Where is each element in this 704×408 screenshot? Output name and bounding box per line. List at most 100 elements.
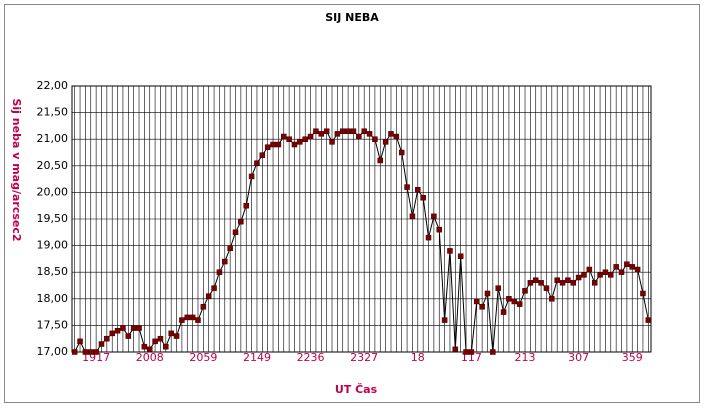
- y-tick-label: 21,00: [37, 132, 69, 145]
- data-point: [634, 266, 641, 273]
- y-tick-label: 19,00: [37, 239, 69, 252]
- data-point: [345, 128, 351, 134]
- data-point: [506, 296, 512, 302]
- data-point: [104, 335, 110, 342]
- data-point: [313, 128, 319, 134]
- data-point: [532, 277, 539, 283]
- data-point: [613, 264, 619, 270]
- data-point: [264, 144, 271, 150]
- data-point: [302, 136, 308, 142]
- x-tick-label: 2236: [297, 351, 325, 364]
- data-point: [549, 296, 555, 302]
- y-tick-label: 17,00: [37, 345, 69, 358]
- data-point: [495, 285, 501, 291]
- y-tick-label: 20,00: [37, 185, 69, 198]
- data-point: [281, 133, 287, 140]
- data-point: [575, 274, 582, 281]
- data-point: [463, 349, 469, 355]
- data-point: [141, 343, 148, 350]
- data-point: [431, 213, 437, 220]
- data-point: [184, 314, 191, 321]
- data-point: [270, 141, 276, 148]
- data-point: [527, 280, 534, 286]
- data-point: [452, 346, 459, 353]
- data-point: [624, 261, 630, 267]
- data-point: [388, 131, 394, 137]
- data-point: [71, 349, 78, 355]
- data-point: [474, 298, 480, 305]
- data-point: [168, 330, 174, 337]
- data-point: [114, 327, 121, 334]
- y-tick-label: 17,50: [37, 318, 69, 331]
- data-point: [222, 258, 228, 265]
- data-point: [409, 213, 416, 220]
- data-point: [484, 290, 491, 297]
- data-point: [93, 349, 99, 355]
- y-tick-label: 22,00: [37, 79, 69, 92]
- data-point: [291, 141, 298, 148]
- data-point: [109, 330, 115, 337]
- data-point: [189, 314, 196, 321]
- data-point: [163, 343, 169, 350]
- data-point: [538, 280, 544, 286]
- data-point: [88, 349, 94, 355]
- y-tick-label: 21,50: [37, 106, 69, 119]
- data-point: [356, 133, 362, 140]
- x-tick-label: 213: [515, 351, 536, 364]
- data-point: [591, 280, 598, 286]
- x-tick-label: 2149: [243, 351, 271, 364]
- data-point: [323, 128, 330, 134]
- data-point: [254, 160, 260, 166]
- data-point: [415, 186, 421, 193]
- data-point: [350, 128, 357, 134]
- data-point: [398, 149, 405, 156]
- x-tick-label: 18: [411, 351, 425, 364]
- x-tick-label: 307: [568, 351, 589, 364]
- data-point: [645, 317, 652, 323]
- x-tick-label: 2327: [350, 351, 378, 364]
- data-point: [98, 341, 105, 347]
- data-point: [554, 277, 560, 283]
- data-point: [404, 184, 410, 190]
- data-point: [211, 285, 217, 291]
- data-point: [425, 234, 432, 241]
- data-point: [318, 131, 325, 137]
- data-point: [77, 338, 83, 345]
- data-point: [608, 272, 614, 278]
- y-axis-title: Sij neba v mag/arcsec2: [10, 98, 23, 241]
- data-point: [436, 226, 442, 233]
- data-point: [125, 333, 132, 339]
- data-point: [366, 131, 373, 137]
- data-point: [441, 317, 448, 323]
- y-tick-label: 19,50: [37, 212, 69, 225]
- data-point: [570, 280, 577, 286]
- data-point: [372, 136, 378, 142]
- y-tick-label: 20,50: [37, 159, 69, 172]
- data-point: [307, 133, 314, 140]
- data-point: [243, 202, 249, 209]
- data-point: [597, 272, 603, 278]
- data-point: [130, 325, 137, 331]
- data-point: [511, 298, 518, 305]
- data-point: [82, 349, 89, 355]
- y-tick-label: 18,00: [37, 292, 69, 305]
- data-point: [152, 338, 158, 345]
- x-tick-label: 2059: [189, 351, 217, 364]
- data-point: [173, 333, 180, 339]
- data-point: [195, 317, 201, 323]
- x-tick-label: 359: [622, 351, 643, 364]
- data-point: [120, 325, 126, 331]
- data-point: [205, 293, 212, 299]
- data-point: [200, 304, 207, 310]
- data-point: [629, 264, 635, 270]
- chart-title: SIJ NEBA: [325, 11, 379, 24]
- data-point: [382, 139, 389, 145]
- data-point: [618, 269, 625, 275]
- data-point: [232, 229, 239, 236]
- data-point: [227, 245, 233, 252]
- data-point: [565, 277, 571, 283]
- data-point: [468, 349, 475, 355]
- data-point: [297, 139, 303, 145]
- data-point: [329, 139, 335, 145]
